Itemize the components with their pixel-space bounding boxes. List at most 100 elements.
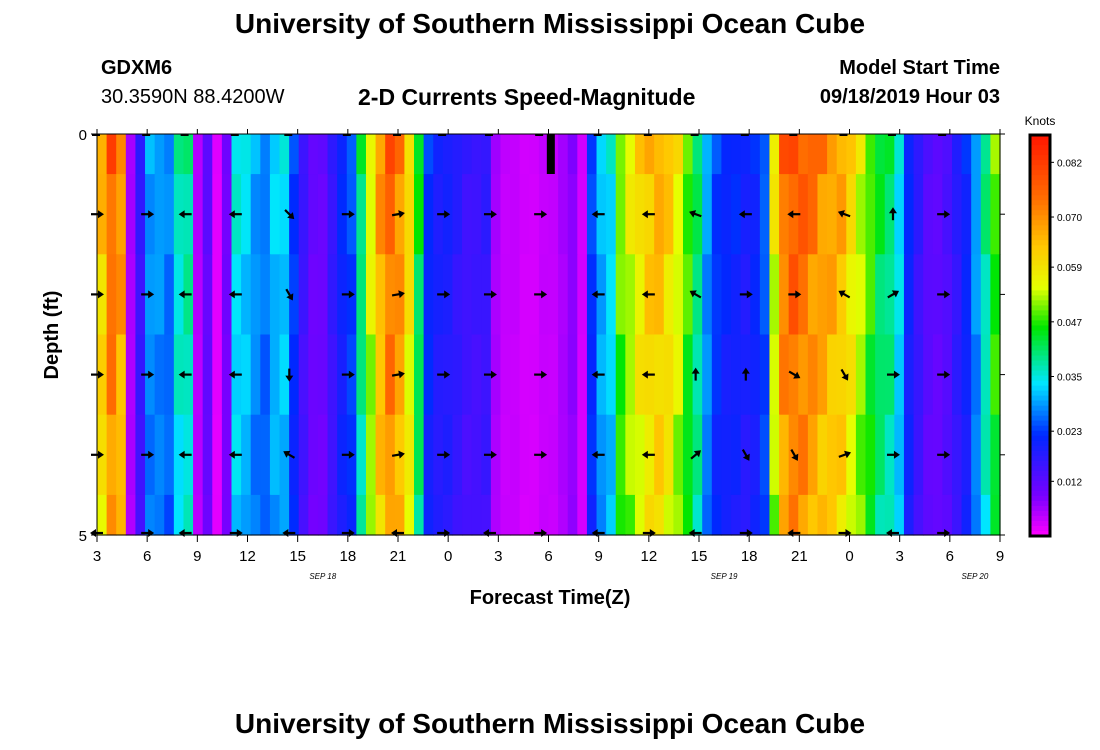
x-tick-label: 0 [845,548,853,565]
heatmap-cell [558,334,569,416]
heatmap-cell [365,174,377,255]
date-label: SEP 19 [711,572,738,581]
heatmap-cell [193,414,204,496]
colorbar-tick-label: 0.023 [1057,427,1082,438]
x-tick-label: 15 [289,548,306,565]
heatmap-cell [250,494,261,536]
heatmap-cell [500,494,511,536]
colorbar-band [1030,155,1050,161]
heatmap-cell [654,494,665,536]
heatmap-cell [423,494,434,536]
heatmap-cell [711,334,723,416]
heatmap-cell [961,174,972,255]
heatmap-cell [951,174,963,255]
heatmap-cell [923,254,934,336]
heatmap-cell [317,254,329,336]
heatmap-cell [125,494,137,536]
colorbar-band [1030,380,1050,387]
heatmap-cell [279,174,290,255]
heatmap-cell [625,134,636,175]
colorbar-band [1030,490,1050,497]
heatmap-cell [337,134,348,175]
heatmap-cell [567,254,578,336]
heatmap-cell [173,494,185,536]
x-tick-label: 0 [444,548,452,565]
current-arrow [689,290,702,299]
heatmap-cell [221,174,233,255]
x-tick-label: 3 [895,548,903,565]
heatmap-cell [913,254,924,336]
heatmap-cell [634,254,646,336]
current-arrow [483,370,497,379]
heatmap-cell [414,134,425,175]
heatmap-cell [471,414,482,496]
heatmap-cell [615,134,626,175]
heatmap-cell [731,254,742,336]
heatmap-cell [193,174,204,255]
heatmap-cell [365,334,377,416]
heatmap-cell [154,174,165,255]
heatmap-cell [673,254,684,336]
heatmap-cell [125,174,137,255]
heatmap-cell [212,494,223,536]
heatmap-cell [154,254,165,336]
heatmap-cell [317,494,329,536]
heatmap-cell [846,174,857,255]
heatmap-cell [606,254,617,336]
heatmap-cell [375,134,386,175]
heatmap-cell [625,334,636,416]
heatmap-cell [731,174,742,255]
heatmap-cell [289,494,300,536]
heatmap-cell [865,254,876,336]
heatmap-cell [663,334,674,416]
heatmap-cells [97,134,1001,536]
y-axis: 05 [79,127,1005,545]
heatmap-cell [951,494,963,536]
heatmap-cell [356,494,367,536]
heatmap-cell [923,334,934,416]
heatmap-cell [759,134,771,175]
colorbar-band [1030,375,1050,382]
heatmap-cell [759,334,771,416]
heatmap-cell [779,494,790,536]
colorbar-band [1030,420,1050,427]
heatmap-cell [452,254,463,336]
heatmap-cell [817,334,828,416]
heatmap-cell [759,174,771,255]
heatmap-cell [654,254,665,336]
y-tick-label: 5 [79,528,87,545]
current-arrow [788,290,802,299]
heatmap-cell [260,134,271,175]
colorbar-band [1030,265,1050,271]
heatmap-cell [212,414,223,496]
heatmap-cell [289,414,300,496]
heatmap-cell [462,494,473,536]
current-arrow [437,210,451,219]
heatmap-cell [193,494,204,536]
heatmap-cell [538,494,550,536]
current-arrow [391,450,405,459]
heatmap-cell [212,254,223,336]
heatmap-cell [452,494,463,536]
heatmap-cell [663,254,674,336]
heatmap-cell [538,134,550,175]
colorbar-band [1030,500,1050,507]
heatmap-cell [327,494,338,536]
heatmap-cell [289,254,300,336]
heatmap-cell [241,174,252,255]
heatmap-cell [346,494,357,536]
heatmap-cell [135,414,146,496]
heatmap-cell [327,414,338,496]
current-arrow [887,290,900,299]
heatmap-cell [827,414,838,496]
heatmap-cell [846,414,857,496]
heatmap-cell [202,254,213,336]
colorbar-tick-label: 0.047 [1057,318,1082,329]
current-arrow [591,450,605,459]
current-arrow [483,290,497,299]
heatmap-cell [846,134,857,175]
heatmap-cell [269,254,281,336]
heatmap-cell [375,174,386,255]
heatmap-cell [202,494,213,536]
heatmap-cell [462,334,473,416]
